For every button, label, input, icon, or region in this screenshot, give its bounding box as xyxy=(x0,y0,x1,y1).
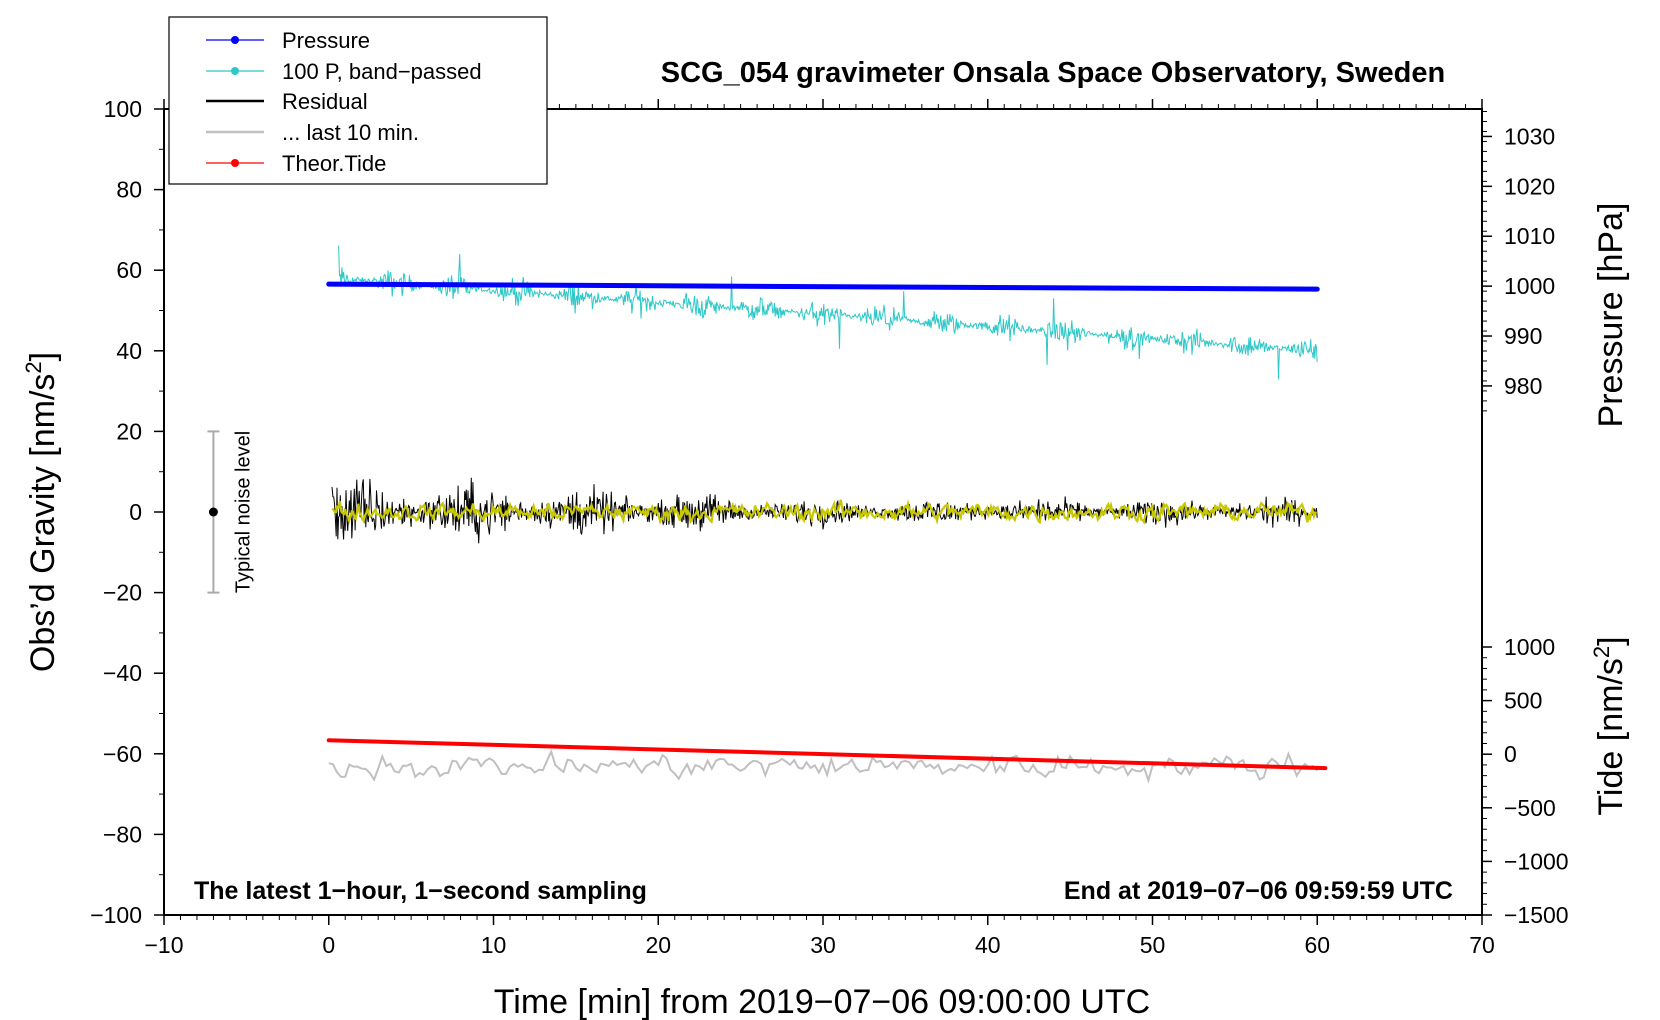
tide-tick-label: 0 xyxy=(1504,741,1517,767)
noise-center-dot xyxy=(208,507,218,517)
annotation-left: The latest 1−hour, 1−second sampling xyxy=(194,877,647,905)
legend-item-bandpassed: 100 P, band−passed xyxy=(206,59,482,84)
y-axis-title-left: Obs’d Gravity [nm/s2] xyxy=(21,352,62,672)
noise-indicator: Typical noise level xyxy=(207,430,254,594)
pressure-tick-label: 1000 xyxy=(1504,273,1555,299)
tide-tick-label: −500 xyxy=(1504,795,1556,821)
x-axis-title: Time [min] from 2019−07−06 09:00:00 UTC xyxy=(494,983,1150,1020)
series-tide-line xyxy=(326,738,1328,771)
pressure-tick-label: 990 xyxy=(1504,323,1542,349)
tide-tick-label: 500 xyxy=(1504,688,1542,714)
x-tick-label: 70 xyxy=(1469,932,1495,958)
y-tick-label: −80 xyxy=(103,821,142,847)
y-tick-label: −60 xyxy=(103,741,142,767)
pressure-tick-label: 980 xyxy=(1504,373,1542,399)
y-tick-label: 100 xyxy=(104,96,142,122)
noise-label: Typical noise level xyxy=(232,431,254,593)
svg-text:Theor.Tide: Theor.Tide xyxy=(282,151,386,176)
x-tick-label: 30 xyxy=(810,932,836,958)
series-pressure-line xyxy=(326,281,1320,292)
legend-item-pressure: Pressure xyxy=(206,28,370,53)
svg-text:Residual: Residual xyxy=(282,89,368,114)
tick-labels: −10 0 10 20 30 40 50 60 70−100−80−60−40−20020406… xyxy=(90,96,1568,958)
annotation-right: End at 2019−07−06 09:59:59 UTC xyxy=(1064,877,1453,905)
legend-item-residual: Residual xyxy=(206,89,368,114)
x-tick-label: 50 xyxy=(1140,932,1166,958)
series-bandpassed-line xyxy=(338,245,1318,380)
svg-text:... last 10 min.: ... last 10 min. xyxy=(282,120,419,145)
y-tick-label: 40 xyxy=(116,338,142,364)
tide-tick-label: −1000 xyxy=(1504,848,1569,874)
x-tick-label: 40 xyxy=(975,932,1001,958)
x-tick-label: 20 xyxy=(645,932,671,958)
y-tick-label: 80 xyxy=(116,177,142,203)
x-tick-label: −10 xyxy=(144,932,183,958)
chart-title: SCG_054 gravimeter Onsala Space Observat… xyxy=(661,57,1445,89)
y-tick-label: 0 xyxy=(129,499,142,525)
svg-text:Pressure: Pressure xyxy=(282,28,370,53)
y-axis-title-tide: Tide [nm/s2] xyxy=(1589,636,1630,815)
pressure-tick-label: 1030 xyxy=(1504,123,1555,149)
y-tick-label: 60 xyxy=(116,257,142,283)
legend-item-tide: Theor.Tide xyxy=(206,151,386,176)
x-tick-label: 60 xyxy=(1304,932,1330,958)
y-tick-label: −100 xyxy=(90,902,142,928)
y-axis-title-pressure: Pressure [hPa] xyxy=(1592,203,1630,428)
x-tick-label: 0 xyxy=(322,932,335,958)
svg-text:100 P, band−passed: 100 P, band−passed xyxy=(282,59,482,84)
x-tick-label: 10 xyxy=(481,932,507,958)
pressure-tick-label: 1010 xyxy=(1504,223,1555,249)
legend: Pressure 100 P, band−passed Residual ...… xyxy=(168,16,548,185)
tide-tick-label: 1000 xyxy=(1504,634,1555,660)
tide-tick-label: −1500 xyxy=(1504,902,1569,928)
y-tick-label: −40 xyxy=(103,660,142,686)
series-smoothed-line xyxy=(331,499,1318,525)
pressure-tick-label: 1020 xyxy=(1504,173,1555,199)
legend-item-last10: ... last 10 min. xyxy=(206,120,419,145)
series-layer xyxy=(326,245,1328,784)
y-tick-label: 20 xyxy=(116,418,142,444)
y-tick-label: −20 xyxy=(103,580,142,606)
series-last10-line xyxy=(328,748,1319,784)
